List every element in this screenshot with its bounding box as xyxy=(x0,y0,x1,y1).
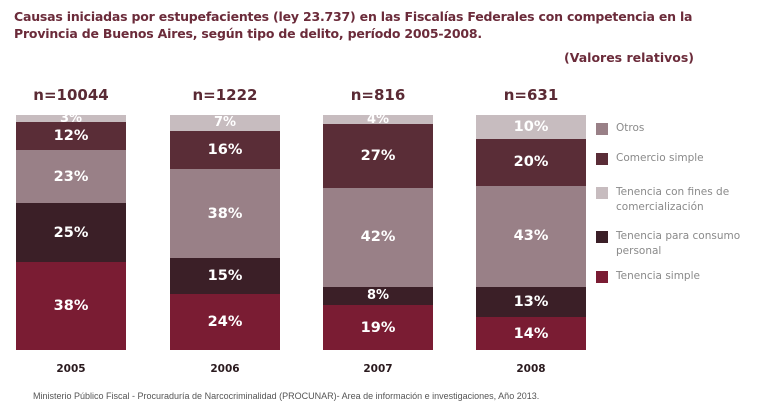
data-label: 24% xyxy=(207,313,243,330)
legend-item: Tenencia con fines de comercialización xyxy=(596,185,756,215)
sample-size-label: n=10044 xyxy=(33,86,109,104)
legend-swatch xyxy=(596,231,608,243)
bar-segment: 4% xyxy=(323,111,433,127)
source-note: Ministerio Público Fiscal - Procuraduría… xyxy=(33,391,540,401)
legend-swatch xyxy=(596,153,608,165)
data-label: 20% xyxy=(513,154,549,170)
sample-size-label: n=631 xyxy=(503,86,559,104)
legend-item: Tenencia para consumo personal xyxy=(596,229,756,259)
bar-segment: 25% xyxy=(16,203,126,262)
data-label: 10% xyxy=(513,118,549,135)
x-tick-label: 2005 xyxy=(56,363,86,375)
bar-segment: 15% xyxy=(170,258,280,294)
legend-swatch xyxy=(596,187,608,199)
bar-segment: 8% xyxy=(323,286,433,306)
legend-swatch xyxy=(596,271,608,283)
data-label: 43% xyxy=(513,228,549,245)
stacked-bar-2005: 38% 25% 23% 12% 3% xyxy=(16,110,126,350)
data-label: 38% xyxy=(53,297,89,314)
data-label: 23% xyxy=(53,168,89,185)
bar-segment: 42% xyxy=(323,187,433,287)
legend-swatch xyxy=(596,123,608,135)
chart-title: Causas iniciadas por estupefacientes (le… xyxy=(14,9,693,41)
data-label: 8% xyxy=(366,287,390,303)
x-tick-label: 2006 xyxy=(210,363,240,375)
bar-segment: 20% xyxy=(476,138,586,186)
chart-subtitle: (Valores relativos) xyxy=(564,50,694,65)
data-label: 13% xyxy=(513,293,549,310)
x-tick-label: 2007 xyxy=(363,363,393,375)
data-label: 25% xyxy=(53,224,89,241)
data-label: 7% xyxy=(213,115,237,131)
bar-segment: 43% xyxy=(476,185,586,287)
data-label: 42% xyxy=(360,229,396,246)
legend-label: Tenencia simple xyxy=(616,270,700,282)
data-label: 38% xyxy=(207,205,243,222)
data-label: 27% xyxy=(360,148,396,165)
legend-item: Tenencia simple xyxy=(596,269,756,284)
bar-segment: 19% xyxy=(323,305,433,350)
stacked-bar-2008: 14% 13% 43% 20% 10% xyxy=(476,115,586,350)
bar-segment: 3% xyxy=(16,110,126,126)
data-label: 15% xyxy=(207,267,243,284)
bar-segment: 27% xyxy=(323,124,433,188)
bar-segment: 7% xyxy=(170,115,280,132)
sample-size-label: n=1222 xyxy=(192,86,258,104)
bar-segment: 38% xyxy=(170,169,280,259)
legend-label: Tenencia para consumo personal xyxy=(616,230,741,257)
sample-size-label: n=816 xyxy=(350,86,406,104)
data-label: 16% xyxy=(207,142,243,159)
x-tick-label: 2008 xyxy=(516,363,546,375)
legend-label: Comercio simple xyxy=(616,152,704,164)
legend-label: Tenencia con fines de comercialización xyxy=(616,186,730,213)
stacked-bar-2007: 19% 8% 42% 27% 4% xyxy=(323,111,433,350)
data-label: 4% xyxy=(366,111,390,127)
bar-segment: 10% xyxy=(476,115,586,139)
bar-segment: 23% xyxy=(16,149,126,204)
data-label: 14% xyxy=(513,325,549,342)
bar-segment: 13% xyxy=(476,286,586,318)
bar-segment: 16% xyxy=(170,131,280,170)
bar-segment: 14% xyxy=(476,317,586,350)
bar-segment: 38% xyxy=(16,261,126,350)
data-label: 3% xyxy=(59,110,83,126)
legend-label: Otros xyxy=(616,122,645,134)
stacked-bar-2006: 24% 15% 38% 16% 7% xyxy=(170,115,280,350)
bar-segment: 24% xyxy=(170,293,280,350)
data-label: 12% xyxy=(53,127,89,144)
data-label: 19% xyxy=(360,319,396,336)
bar-segment: 12% xyxy=(16,122,126,150)
legend-item: Otros xyxy=(596,121,756,136)
legend-item: Comercio simple xyxy=(596,151,756,166)
